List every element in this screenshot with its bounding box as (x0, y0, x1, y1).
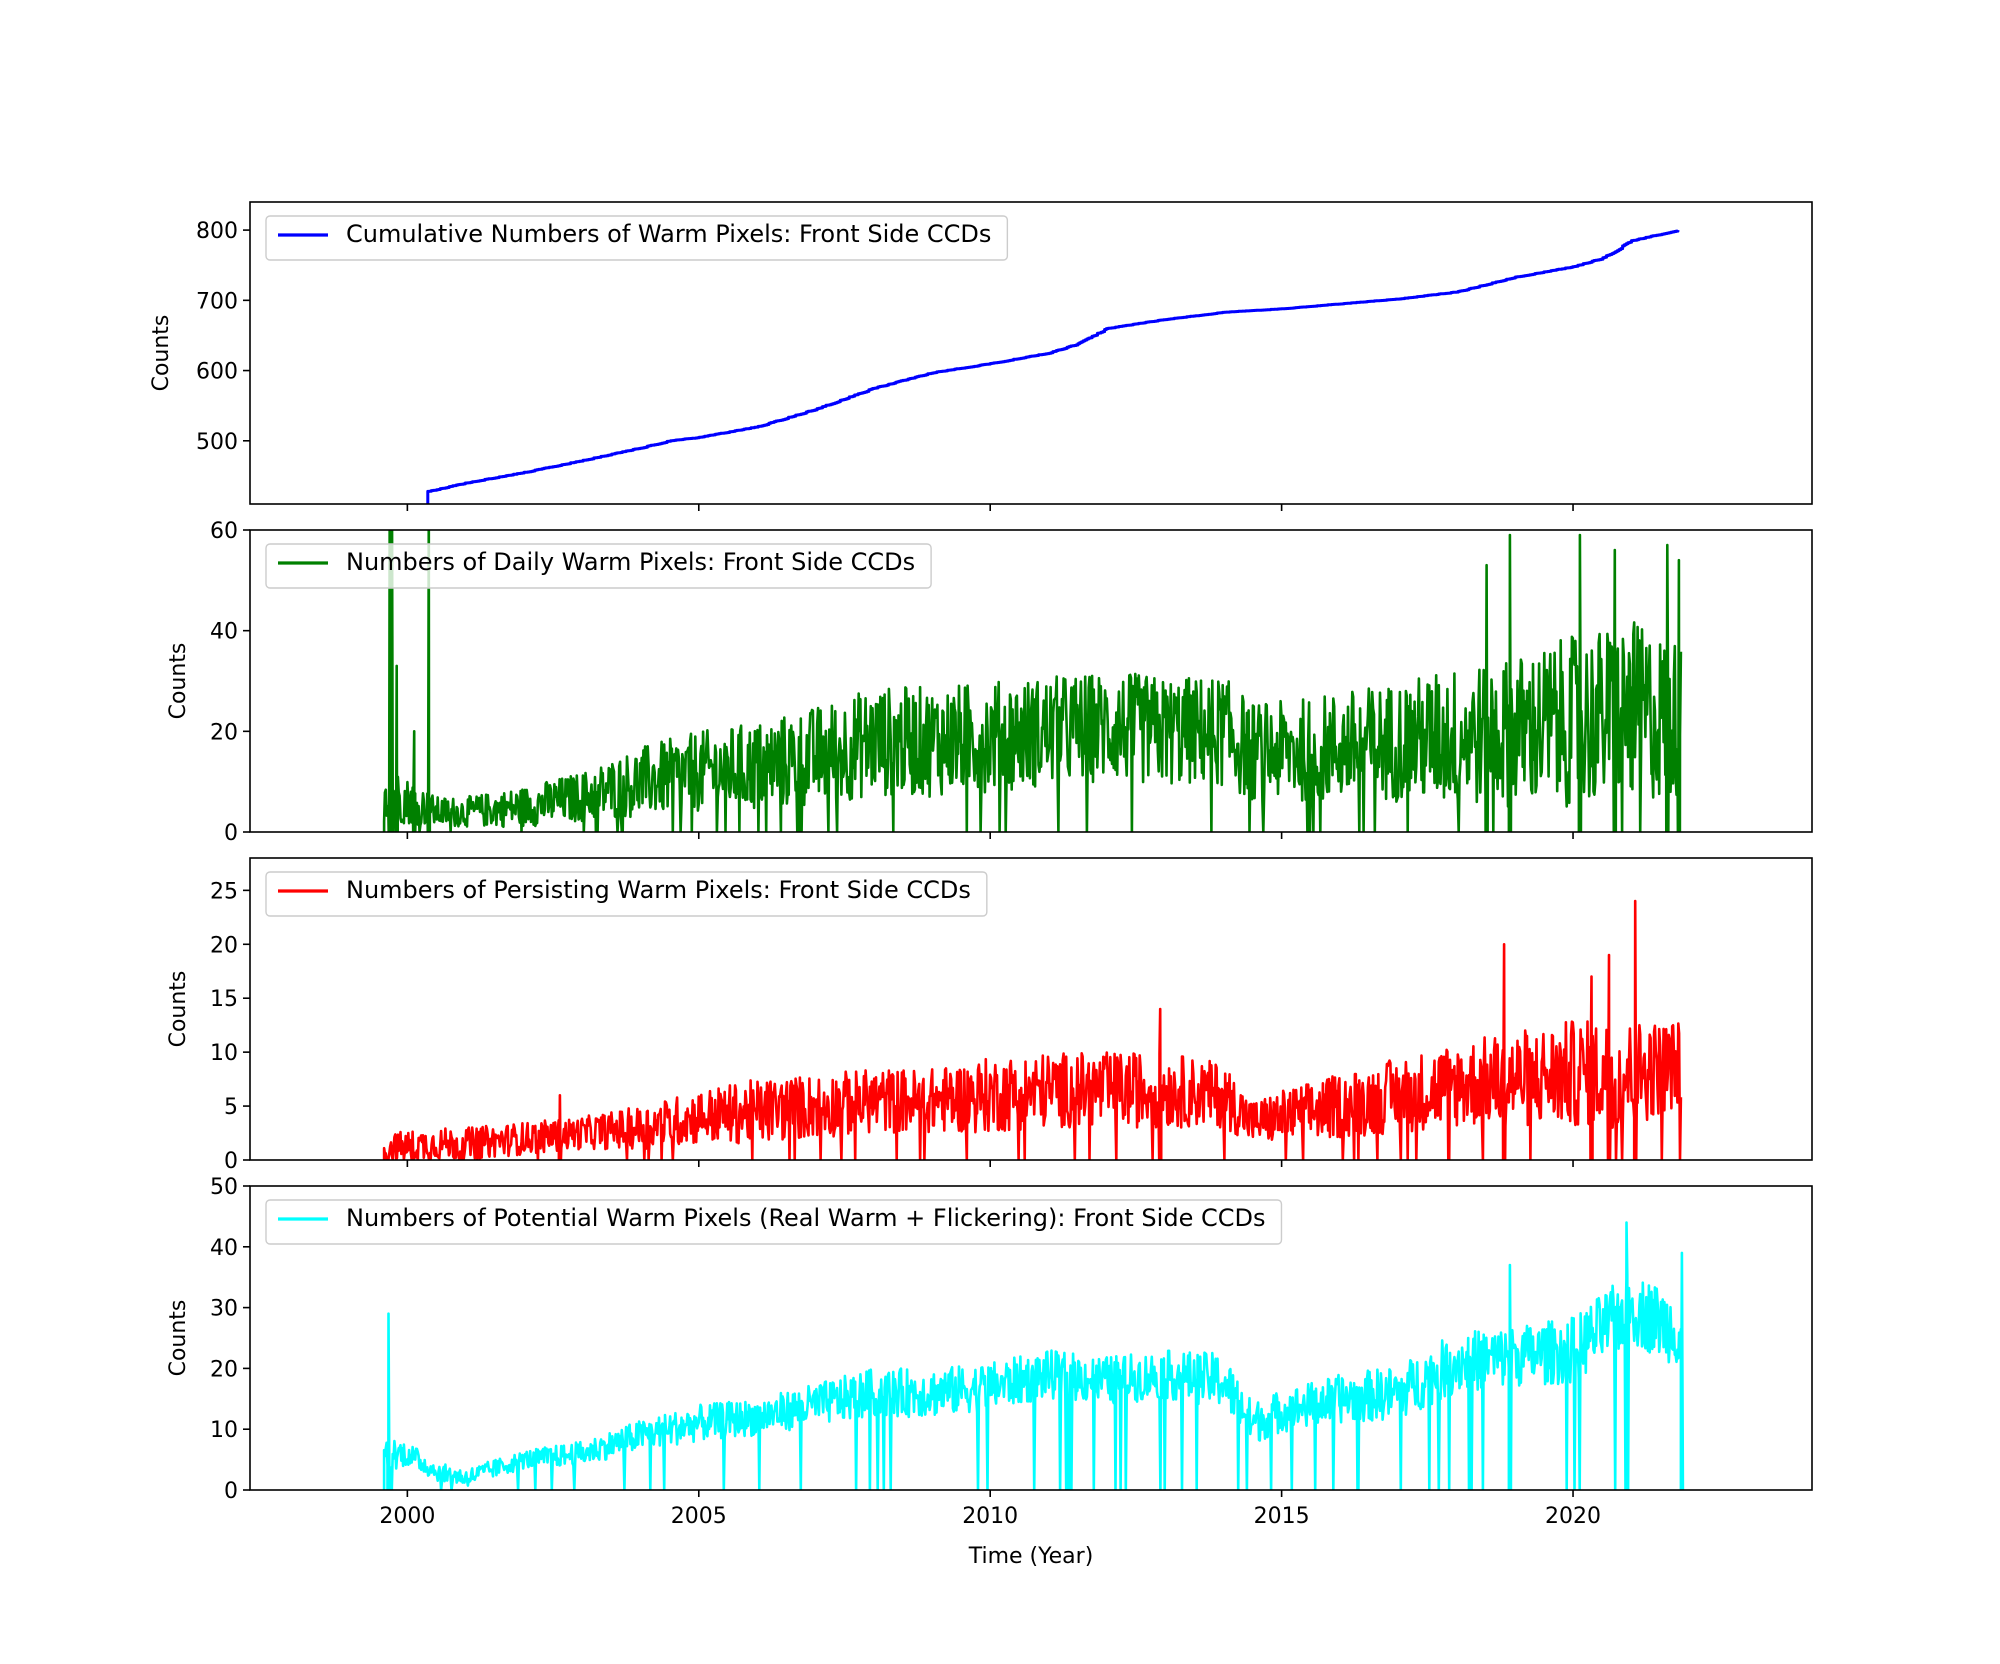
x-tick-label: 2015 (1254, 1504, 1310, 1529)
axes-frame-1 (249, 201, 1813, 505)
y-tick-label: 40 (210, 620, 238, 645)
x-tick-label: 2005 (671, 1504, 727, 1529)
y-tick-label: 10 (210, 1418, 238, 1443)
legend-label: Numbers of Potential Warm Pixels (Real W… (346, 1204, 1265, 1232)
y-tick-label: 800 (196, 219, 238, 244)
y-tick-label: 700 (196, 289, 238, 314)
y-tick-label: 15 (210, 987, 238, 1012)
y-tick-label: 500 (196, 430, 238, 455)
y-tick-label: 20 (210, 1357, 238, 1382)
y-tick-label: 5 (224, 1095, 238, 1120)
x-tick-label: 2000 (379, 1504, 435, 1529)
y-axis-label: Counts (166, 971, 191, 1048)
y-axis-label: Counts (166, 1300, 191, 1377)
axes-frame-2 (249, 529, 1813, 833)
y-tick-label: 20 (210, 933, 238, 958)
legend: Cumulative Numbers of Warm Pixels: Front… (265, 215, 1009, 261)
series-line-1 (426, 229, 1680, 504)
axes-frame-3 (249, 857, 1813, 1161)
series-line-2 (382, 530, 1683, 832)
axes-frame-4 (249, 1185, 1813, 1491)
x-tick-label: 2010 (962, 1504, 1018, 1529)
y-tick-label: 600 (196, 360, 238, 385)
y-axis-label: Counts (166, 643, 191, 720)
x-tick-label: 2020 (1545, 1504, 1601, 1529)
panel-1: 500 600 700 800 Counts Cumulative Numbers of … (149, 201, 1813, 511)
legend-box (265, 543, 932, 589)
y-tick-label: 40 (210, 1236, 238, 1261)
x-axis-label: Time (Year) (968, 1544, 1094, 1569)
legend: Numbers of Potential Warm Pixels (Real W… (265, 1199, 1283, 1245)
series-line-4 (382, 1221, 1685, 1490)
y-tick-label: 10 (210, 1041, 238, 1066)
y-tick-label: 0 (224, 1479, 238, 1504)
legend-box (265, 871, 988, 917)
y-tick-label: 0 (224, 821, 238, 846)
y-tick-label: 30 (210, 1297, 238, 1322)
legend-box (265, 1199, 1283, 1245)
legend: Numbers of Persisting Warm Pixels: Front… (265, 871, 988, 917)
y-tick-label: 25 (210, 879, 238, 904)
y-axis-label: Counts (149, 315, 174, 392)
y-tick-label: 50 (210, 1175, 238, 1200)
y-tick-label: 0 (224, 1149, 238, 1174)
panel-3: 0 5 10 15 20 25 Counts Numbers of Persisting Wa… (166, 857, 1813, 1174)
legend-label: Cumulative Numbers of Warm Pixels: Front… (346, 220, 991, 248)
legend-box (265, 215, 1009, 261)
panel-4: 0 10 20 30 40 50 2000 2005 2010 2015 2020 Counts Num… (166, 1175, 1813, 1529)
legend-label: Numbers of Persisting Warm Pixels: Front… (346, 876, 971, 904)
series-line-3 (382, 899, 1683, 1160)
legend: Numbers of Daily Warm Pixels: Front Side… (265, 543, 932, 589)
panel-2: 0 20 40 60 Counts Numbers of Daily Warm Pixel… (166, 519, 1813, 846)
y-tick-label: 60 (210, 519, 238, 544)
y-tick-label: 20 (210, 720, 238, 745)
legend-label: Numbers of Daily Warm Pixels: Front Side… (346, 548, 915, 576)
